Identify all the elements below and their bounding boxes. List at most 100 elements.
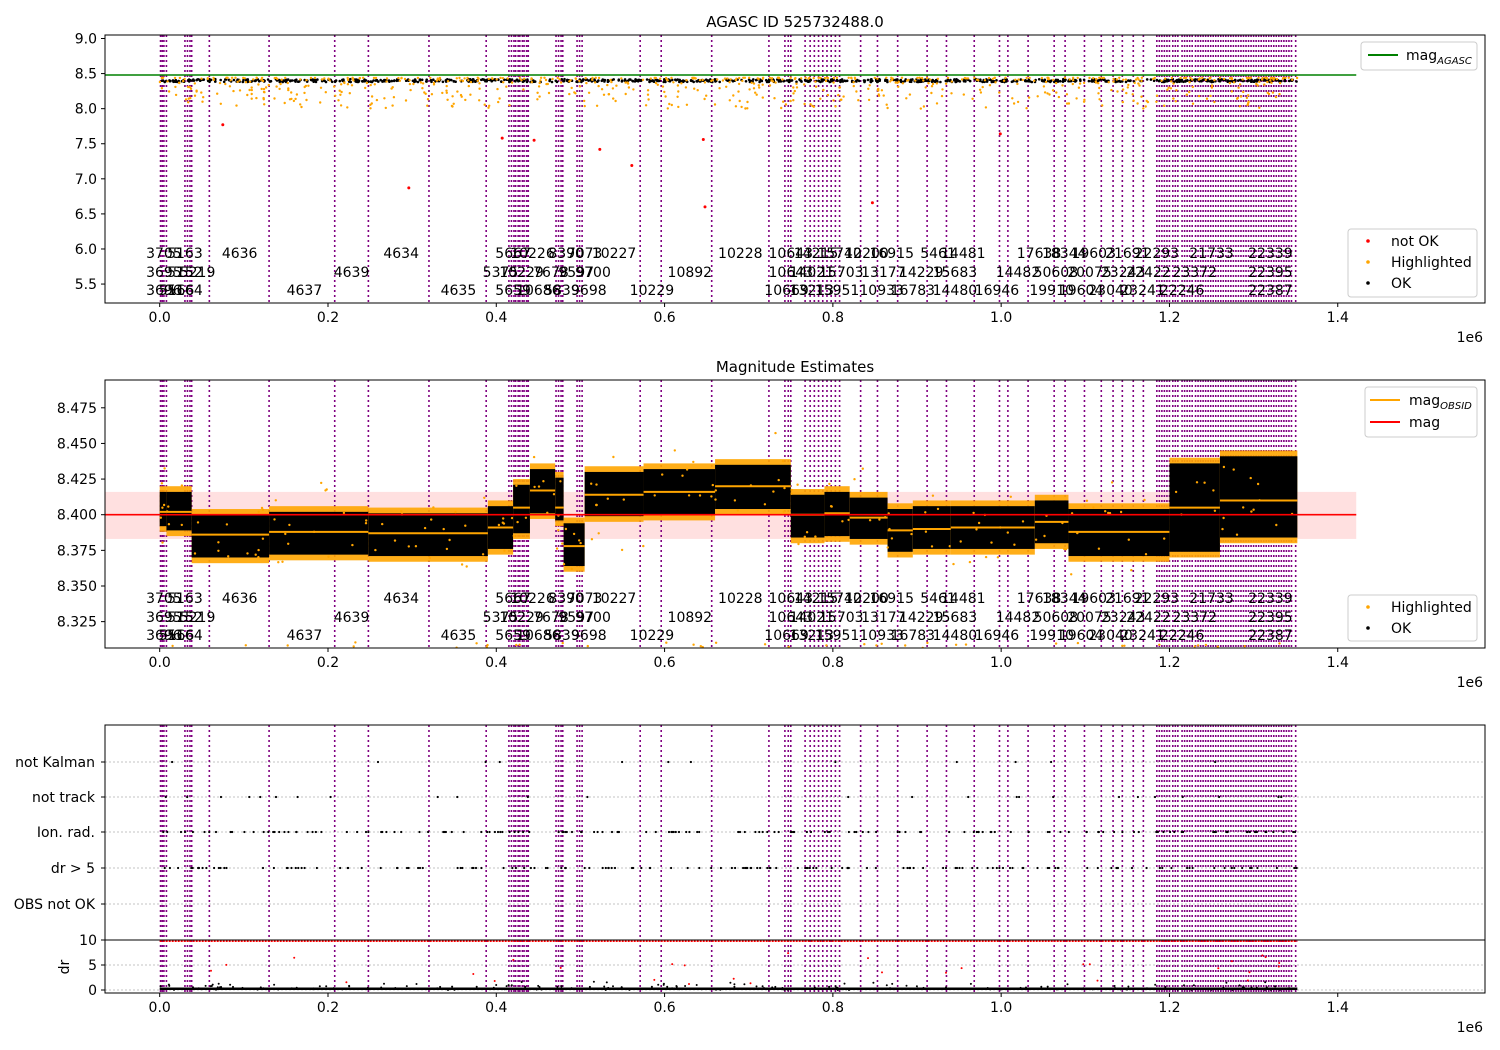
dr-point (556, 985, 559, 988)
highlighted-point (1006, 531, 1009, 534)
dr-point (725, 987, 728, 990)
highlighted-point (1247, 94, 1250, 97)
highlighted-point (1205, 97, 1209, 100)
ok-point (1056, 78, 1060, 82)
highlighted-point (238, 89, 242, 92)
highlighted-point (718, 87, 721, 90)
ion-rad-point (671, 830, 674, 834)
dr-gt-5-point (546, 866, 549, 870)
highlighted-point (539, 79, 542, 82)
highlighted-point (287, 88, 290, 92)
ok-point (334, 79, 338, 83)
dr-point (204, 984, 207, 987)
highlighted-point (1266, 77, 1269, 80)
highlighted-point (1248, 76, 1252, 80)
highlighted-point (274, 499, 277, 502)
highlighted-point (441, 91, 444, 95)
highlighted-point (1175, 89, 1178, 92)
ion-rad-point (179, 830, 183, 834)
dr-point (217, 982, 220, 985)
dr-point (813, 986, 816, 989)
highlighted-point (1163, 104, 1166, 107)
highlighted-point (1269, 77, 1273, 80)
highlighted-point (1272, 78, 1275, 81)
ion-rad-point (674, 830, 677, 834)
highlighted-point (1257, 76, 1260, 80)
highlighted-point (279, 82, 282, 86)
highlighted-point (925, 76, 929, 80)
ion-rad-point (562, 830, 565, 834)
not-kalman-point (1014, 760, 1017, 764)
ion-rad-point (580, 830, 583, 834)
dr-outlier-point (671, 963, 674, 966)
ion-rad-point (528, 830, 531, 834)
highlighted-point (195, 89, 198, 92)
dr-point (447, 989, 449, 991)
ion-rad-point (517, 830, 520, 834)
highlighted-point (663, 90, 666, 94)
ok-point (266, 78, 270, 81)
ok-band (191, 514, 270, 558)
highlighted-point (987, 76, 991, 80)
highlighted-point (721, 79, 725, 82)
dr-gt-5-point (290, 866, 293, 870)
ok-point (1037, 78, 1041, 81)
ok-point (241, 80, 245, 83)
ok-point (656, 78, 659, 82)
highlighted-point (273, 76, 276, 80)
highlighted-point (288, 523, 291, 527)
agasc-legend-bottom: not OK Highlighted OK (1347, 228, 1478, 298)
dr-point (798, 987, 801, 990)
highlighted-point (206, 77, 209, 81)
highlighted-point (614, 99, 617, 103)
dr-point (1238, 984, 1241, 987)
highlighted-point (924, 530, 928, 533)
highlighted-point (1004, 76, 1007, 80)
dr-gt-5-point (529, 866, 533, 870)
dr-gt-5-point (502, 866, 505, 870)
ok-point (1124, 80, 1128, 84)
highlighted-point (569, 79, 572, 82)
highlighted-point (385, 80, 388, 83)
ok-band (513, 484, 530, 534)
highlighted-point (305, 78, 308, 82)
highlighted-legend-label: Highlighted (1391, 600, 1472, 616)
highlighted-point (699, 645, 702, 648)
obsid-label: 13213 (790, 283, 835, 299)
highlighted-point (1232, 81, 1236, 84)
dr-point (1192, 984, 1195, 987)
highlighted-point (1258, 80, 1261, 84)
dr-point (1183, 984, 1185, 987)
highlighted-point (530, 81, 533, 84)
ok-point (441, 80, 445, 84)
highlighted-point (483, 496, 486, 499)
obsid-label: 5839 (544, 628, 580, 644)
ok-point (269, 79, 273, 83)
highlighted-point (1222, 77, 1226, 81)
highlighted-point (244, 81, 248, 84)
dr-gt-5-point (1130, 866, 1134, 870)
ok-point (752, 78, 755, 81)
highlighted-point (1204, 643, 1208, 647)
ion-rad-point (214, 830, 218, 834)
obsid-label: 5152 (167, 265, 203, 281)
highlighted-point (770, 77, 774, 80)
highlighted-point (1063, 76, 1067, 80)
ok-point (603, 78, 607, 82)
dr-point (945, 986, 947, 989)
not-ok-point (500, 136, 504, 140)
highlighted-point (855, 90, 858, 93)
highlighted-point (825, 644, 828, 647)
highlighted-point (515, 643, 518, 647)
dr-point (210, 985, 213, 987)
dr-tick-label: 5 (88, 958, 97, 974)
highlighted-point (1110, 88, 1113, 92)
obsid-label: 21733 (1189, 246, 1234, 262)
obsid-label: 10669 (764, 628, 809, 644)
ok-point (900, 80, 903, 84)
x-tick-label: 0.8 (822, 655, 844, 671)
ok-point (209, 78, 212, 82)
ion-rad-point (610, 830, 614, 834)
ok-point (330, 80, 334, 84)
ok-point (355, 79, 358, 82)
